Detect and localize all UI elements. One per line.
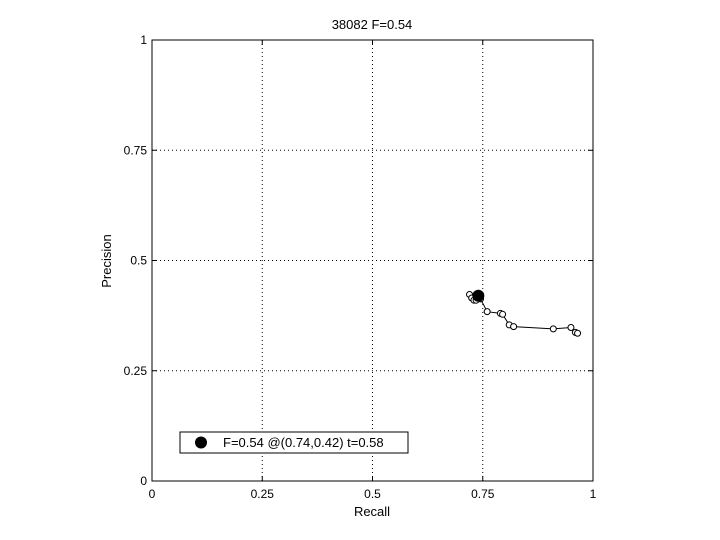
x-tick-label: 0.5	[364, 487, 381, 501]
grid-lines	[152, 40, 593, 481]
legend-marker	[195, 436, 207, 449]
y-tick-label: 0.25	[124, 364, 148, 378]
y-tick-label: 0.5	[130, 254, 147, 268]
chart-title: 38082 F=0.54	[332, 17, 413, 32]
pr-curve-point	[574, 329, 582, 337]
x-tick-label: 0	[149, 487, 156, 501]
pr-curve-point	[549, 325, 557, 333]
legend-entry: F=0.54 @(0.74,0.42) t=0.58	[223, 435, 384, 450]
pr-curve-point	[499, 310, 507, 318]
axis-ticks: 0 0.25 0.5 0.75 1 0 0.25 0.5 0.75 1	[124, 33, 597, 501]
pr-curve-point	[510, 323, 518, 331]
pr-curve-point	[567, 324, 575, 332]
legend: F=0.54 @(0.74,0.42) t=0.58	[179, 431, 409, 454]
x-axis-label: Recall	[354, 504, 390, 519]
x-tick-label: 0.25	[251, 487, 275, 501]
legend-box	[179, 431, 409, 454]
best-f-point	[472, 289, 485, 302]
y-tick-label: 0	[140, 474, 147, 488]
x-tick-label: 0.75	[471, 487, 495, 501]
x-tick-label: 1	[590, 487, 597, 501]
y-tick-label: 0.75	[124, 143, 148, 157]
data-series	[466, 289, 582, 337]
y-tick-label: 1	[140, 33, 147, 47]
y-axis-label: Precision	[99, 234, 114, 287]
pr-curve-point	[483, 308, 491, 316]
